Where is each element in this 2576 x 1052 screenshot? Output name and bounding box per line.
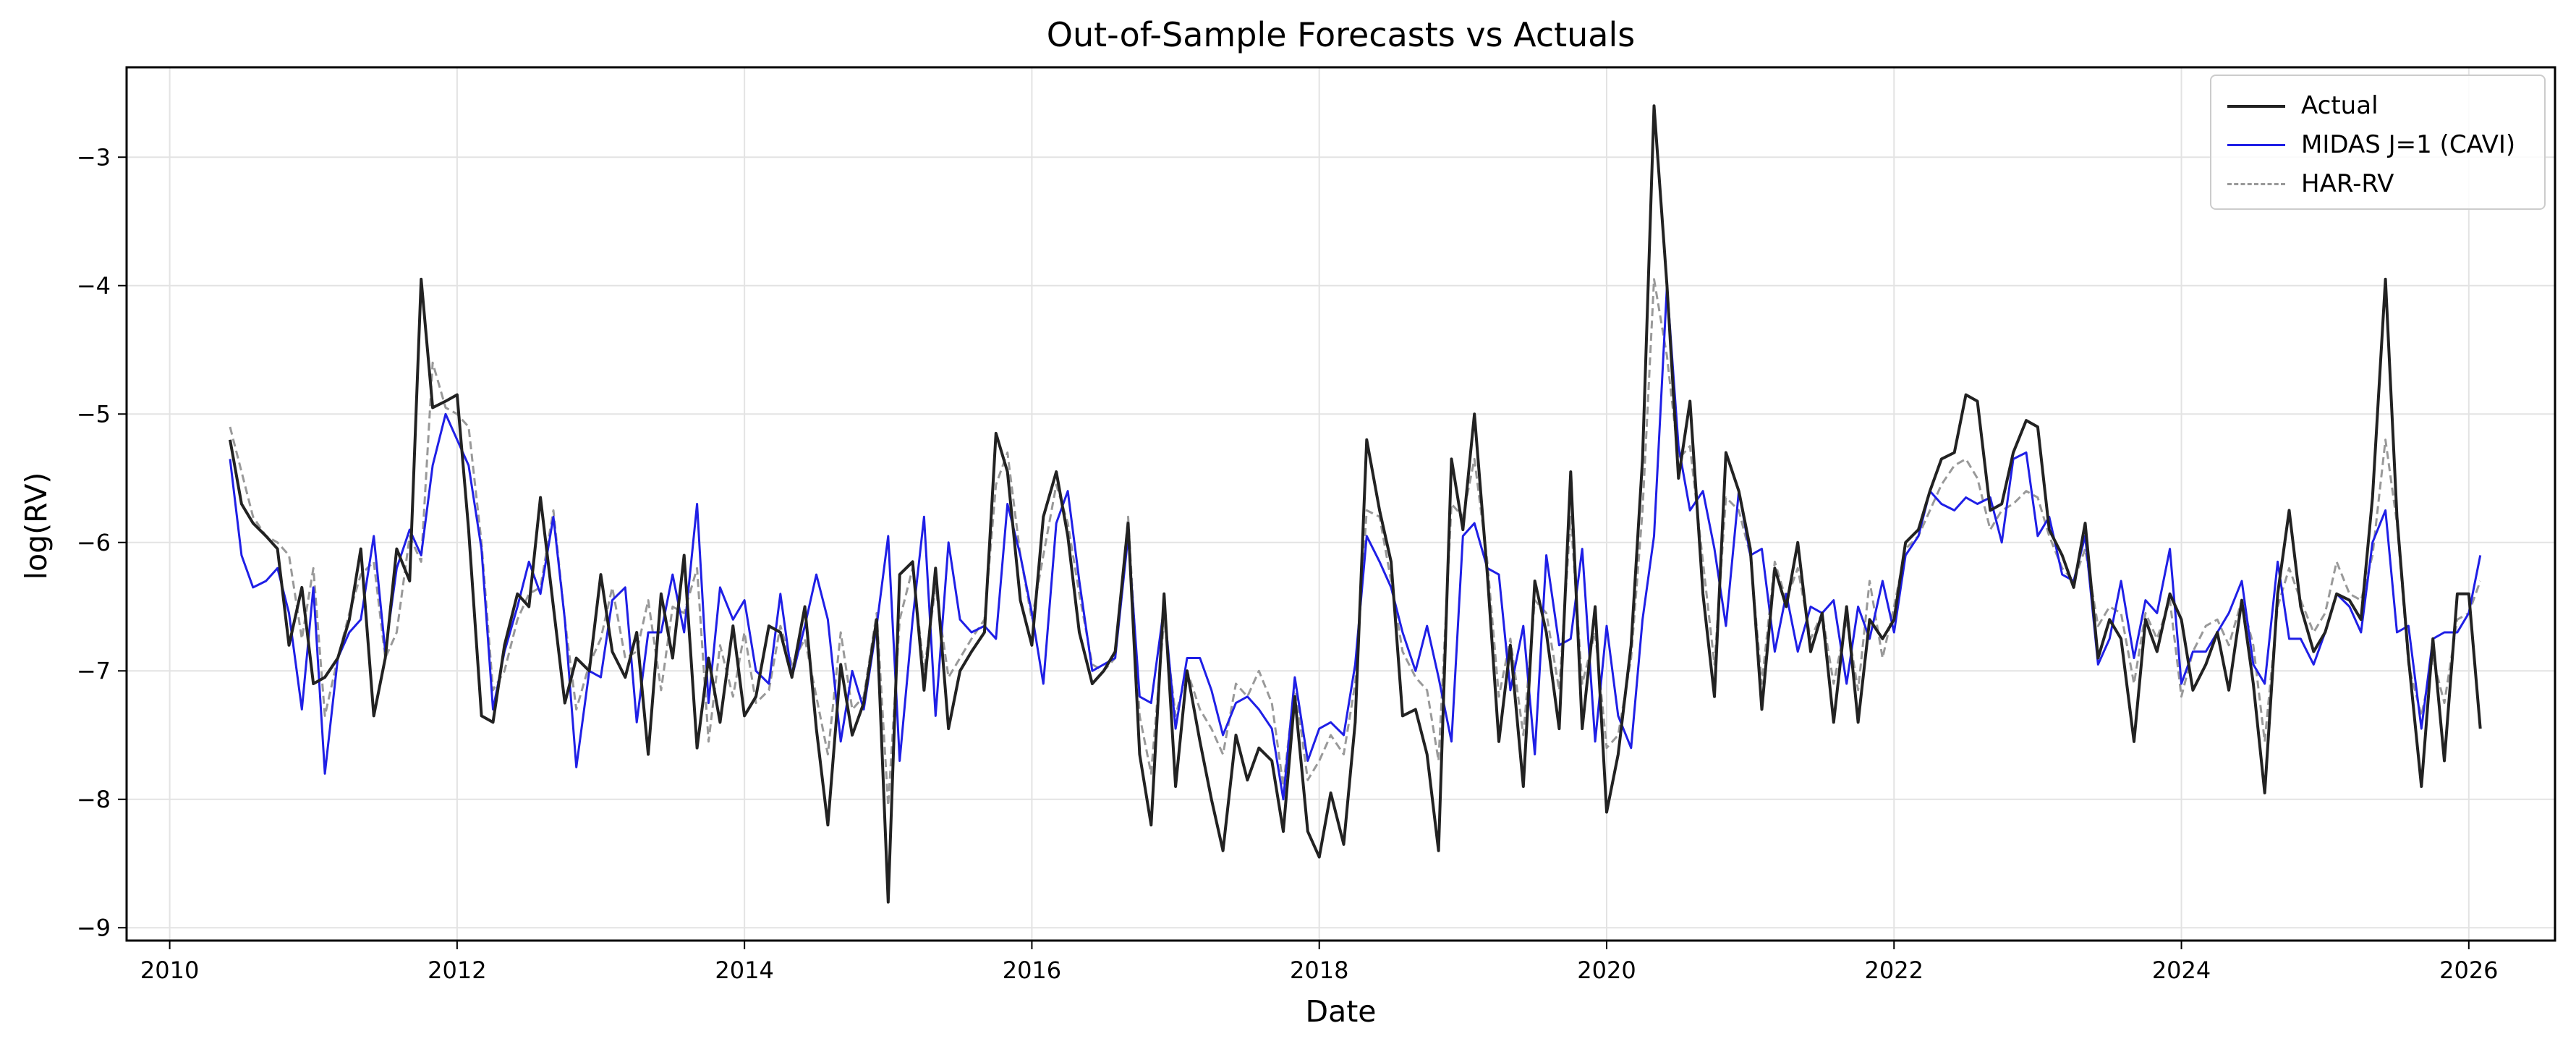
y-tick-label--4: −4 [77, 272, 111, 300]
y-tick-label--7: −7 [77, 657, 111, 684]
y-tick-label--3: −3 [77, 143, 111, 171]
y-axis-label: log(RV) [19, 472, 54, 580]
plot-frame [125, 66, 2556, 942]
legend-label-midas: MIDAS J=1 (CAVI) [2301, 130, 2516, 159]
legend-swatch-midas [2227, 137, 2285, 152]
x-tick-label-2018: 2018 [1290, 956, 1348, 984]
y-axis-ticks: −9 −8 −7 −6 −5 −4 −3 [77, 143, 127, 941]
x-tick-label-2010: 2010 [140, 956, 199, 984]
y-tick-label--8: −8 [77, 786, 111, 813]
y-tick-label--6: −6 [77, 529, 111, 556]
x-axis-ticks: 2010 2012 2014 2016 2018 2020 2022 2024 2026 [140, 941, 2499, 984]
legend-item-actual: Actual [2227, 86, 2544, 125]
y-tick-label--9: −9 [77, 914, 111, 941]
series-lines [229, 104, 2482, 904]
legend-swatch-actual [2227, 98, 2285, 113]
x-tick-label-2016: 2016 [1003, 956, 1061, 984]
legend: Actual MIDAS J=1 (CAVI) HAR-RV [2210, 75, 2546, 210]
x-tick-label-2026: 2026 [2439, 956, 2498, 984]
grid-lines [127, 67, 2555, 941]
y-tick-label--5: −5 [77, 400, 111, 428]
legend-swatch-har [2227, 177, 2285, 191]
x-tick-label-2020: 2020 [1577, 956, 1636, 984]
series-line-actual [229, 104, 2482, 904]
series-line-midas [229, 284, 2482, 801]
series-line-har [229, 278, 2482, 807]
chart-title: Out-of-Sample Forecasts vs Actuals [1046, 15, 1636, 54]
legend-label-har: HAR-RV [2301, 169, 2394, 198]
x-tick-label-2012: 2012 [428, 956, 486, 984]
legend-item-har: HAR-RV [2227, 164, 2544, 203]
legend-label-actual: Actual [2301, 91, 2379, 120]
x-tick-label-2014: 2014 [715, 956, 773, 984]
legend-item-midas: MIDAS J=1 (CAVI) [2227, 125, 2544, 164]
x-tick-label-2022: 2022 [1865, 956, 1924, 984]
x-axis-label: Date [1305, 994, 1377, 1029]
x-tick-label-2024: 2024 [2152, 956, 2211, 984]
